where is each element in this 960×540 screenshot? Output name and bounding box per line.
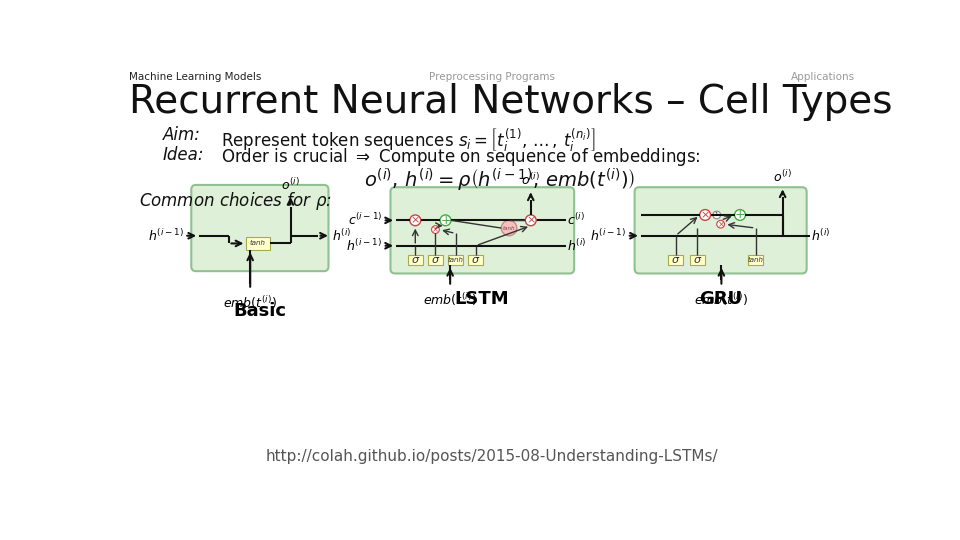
- Text: $\sigma$: $\sigma$: [411, 255, 420, 265]
- Text: $emb(t^{(i)})$: $emb(t^{(i)})$: [694, 291, 749, 308]
- Text: Idea:: Idea:: [162, 146, 204, 164]
- Text: $\times$: $\times$: [431, 225, 440, 234]
- Text: $\times$: $\times$: [700, 210, 710, 220]
- Text: tanh: tanh: [250, 240, 266, 246]
- Text: http://colah.github.io/posts/2015-08-Understanding-LSTMs/: http://colah.github.io/posts/2015-08-Und…: [266, 449, 718, 464]
- Bar: [689, 255, 706, 265]
- Text: LSTM: LSTM: [455, 289, 509, 308]
- Circle shape: [717, 220, 725, 228]
- Text: Preprocessing Programs: Preprocessing Programs: [429, 72, 555, 83]
- Text: Represent token sequences $s_i = \left[t_i^{(1)},\, \ldots\,,\, t_i^{(n_i)}\righ: Represent token sequences $s_i = \left[t…: [221, 126, 595, 154]
- Circle shape: [713, 211, 721, 219]
- Text: Order is crucial $\Rightarrow$ Compute on sequence of embeddings:: Order is crucial $\Rightarrow$ Compute o…: [221, 146, 701, 167]
- Text: $\times$: $\times$: [717, 219, 725, 229]
- Text: $c^{(i)}$: $c^{(i)}$: [567, 212, 586, 228]
- Bar: [408, 255, 423, 265]
- Text: GRU: GRU: [699, 289, 742, 308]
- Text: Basic: Basic: [234, 302, 287, 320]
- Text: Aim:: Aim:: [162, 126, 201, 144]
- Text: Recurrent Neural Networks – Cell Types: Recurrent Neural Networks – Cell Types: [130, 83, 893, 120]
- Bar: [748, 255, 763, 265]
- Text: $\sigma$: $\sigma$: [693, 255, 702, 265]
- Text: $h^{(i)}$: $h^{(i)}$: [332, 228, 351, 244]
- Text: $\sigma$: $\sigma$: [471, 255, 480, 265]
- Bar: [468, 255, 484, 265]
- Text: $o^{(i)}$: $o^{(i)}$: [521, 172, 540, 188]
- FancyBboxPatch shape: [391, 187, 574, 273]
- Bar: [247, 237, 270, 249]
- Circle shape: [432, 226, 440, 233]
- Text: tanh: tanh: [748, 257, 763, 263]
- Bar: [668, 255, 684, 265]
- Circle shape: [501, 220, 516, 236]
- Text: Applications: Applications: [791, 72, 854, 83]
- Circle shape: [440, 215, 451, 226]
- FancyBboxPatch shape: [191, 185, 328, 271]
- Text: Common choices for $\rho$:: Common choices for $\rho$:: [139, 190, 332, 212]
- Text: $emb(t^{(i)})$: $emb(t^{(i)})$: [224, 294, 277, 311]
- Bar: [427, 255, 444, 265]
- Circle shape: [410, 215, 420, 226]
- Text: $o^{(i)}$: $o^{(i)}$: [773, 169, 792, 185]
- Text: $\times$: $\times$: [526, 215, 536, 226]
- Bar: [447, 255, 464, 265]
- Text: $\sigma$: $\sigma$: [431, 255, 440, 265]
- Text: $o^{(i)}$: $o^{(i)}$: [281, 177, 300, 193]
- Text: $+$: $+$: [734, 208, 746, 221]
- Text: $\times$: $\times$: [410, 215, 420, 226]
- Text: Machine Learning Models: Machine Learning Models: [130, 72, 262, 83]
- FancyBboxPatch shape: [635, 187, 806, 273]
- Text: $emb(t^{(i)})$: $emb(t^{(i)})$: [423, 291, 477, 308]
- Text: $h^{(i-1)}$: $h^{(i-1)}$: [347, 238, 382, 254]
- Text: tanh: tanh: [447, 257, 464, 263]
- Text: $h^{(i)}$: $h^{(i)}$: [567, 238, 587, 254]
- Text: 1-: 1-: [714, 212, 719, 218]
- Circle shape: [734, 210, 745, 220]
- Text: $c^{(i-1)}$: $c^{(i-1)}$: [348, 212, 382, 228]
- Circle shape: [700, 210, 710, 220]
- Text: $h^{(i)}$: $h^{(i)}$: [811, 228, 830, 244]
- Text: $h^{(i-1)}$: $h^{(i-1)}$: [148, 228, 183, 244]
- Text: $o^{(i)},\, h^{(i)} = \rho\left(h^{(i-1)},\, emb(t^{(i)})\right)$: $o^{(i)},\, h^{(i)} = \rho\left(h^{(i-1)…: [364, 166, 636, 194]
- Text: $\sigma$: $\sigma$: [671, 255, 681, 265]
- Text: tanh: tanh: [503, 226, 516, 231]
- Text: $h^{(i-1)}$: $h^{(i-1)}$: [590, 228, 626, 244]
- Text: $+$: $+$: [440, 214, 451, 227]
- Circle shape: [525, 215, 537, 226]
